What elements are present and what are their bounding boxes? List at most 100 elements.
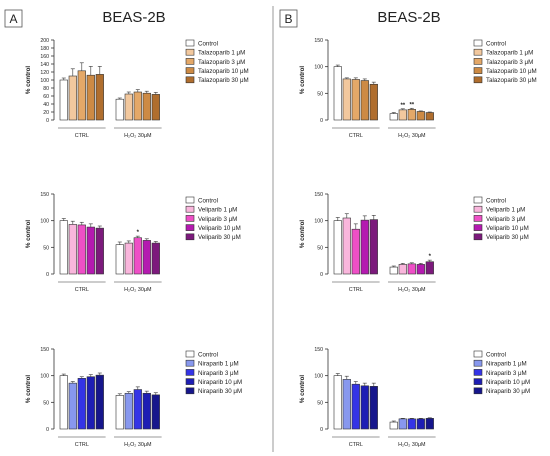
legend-swatch — [185, 48, 195, 56]
bar — [342, 379, 351, 430]
legend-label: Niraparib 10 μM — [486, 379, 530, 386]
chart-2: 0 50 100 150 % control CTRL H₂O₂ 30μM ** ** Contr… — [299, 38, 537, 139]
legend-swatch — [185, 224, 195, 231]
legend-swatch — [473, 48, 483, 56]
legend-swatch — [185, 58, 195, 65]
bar — [407, 263, 416, 275]
bar — [407, 418, 416, 430]
bar — [86, 226, 95, 275]
bar — [124, 242, 133, 275]
y-tick-label: 100 — [40, 374, 49, 380]
bar — [124, 93, 133, 121]
bar — [360, 80, 369, 121]
y-tick-label: 180 — [40, 46, 49, 52]
legend-swatch — [473, 76, 483, 84]
bar — [389, 266, 398, 275]
chart-6: 0 50 100 150 % control CTRL H₂O₂ 30μM Control Ni… — [299, 347, 530, 448]
bar — [333, 220, 342, 275]
y-tick-label: 0 — [46, 118, 49, 124]
legend-swatch — [185, 387, 195, 395]
legend-swatch — [473, 378, 483, 385]
bar — [342, 78, 351, 121]
bar — [124, 392, 133, 430]
legend-label: Talazoparib 3 μM — [486, 59, 533, 66]
significance-mark: * — [429, 254, 432, 260]
legend-swatch — [185, 205, 195, 213]
legend-label: Talazoparib 1 μM — [486, 50, 533, 57]
legend-swatch — [473, 359, 483, 367]
y-tick-label: 20 — [43, 110, 49, 116]
chart-1: 0 20 40 60 80 100 120 140 160 180 200 % control CTRL… — [25, 38, 249, 139]
y-tick-label: 150 — [40, 347, 49, 353]
bar — [360, 219, 369, 275]
bar — [151, 394, 160, 430]
bar — [333, 66, 342, 121]
legend-swatch — [473, 224, 483, 231]
panel-b-letter-box — [279, 9, 298, 28]
legend-label: Talazoparib 30 μM — [198, 77, 249, 84]
panel-a-letter: A — [9, 12, 17, 26]
legend-label: Control — [486, 40, 506, 47]
bar — [389, 113, 398, 121]
bar — [142, 392, 151, 430]
legend-label: Veliparib 10 μM — [198, 225, 241, 232]
y-tick-label: 50 — [43, 400, 49, 406]
bar — [151, 242, 160, 275]
bar — [68, 224, 77, 275]
significance-mark: * — [137, 230, 140, 236]
legend-label: Talazoparib 3 μM — [198, 59, 245, 66]
legend-swatch — [473, 350, 483, 358]
y-tick-label: 160 — [40, 54, 49, 60]
legend-label: Niraparib 30 μM — [198, 388, 242, 395]
panel-b-title: BEAS-2B — [377, 9, 440, 26]
chart-3: 0 50 100 150 % control CTRL H₂O₂ 30μM * Control V… — [25, 192, 241, 293]
legend-label: Control — [486, 197, 506, 204]
bar — [95, 374, 104, 430]
y-tick-label: 150 — [314, 38, 323, 44]
x-group-label: H₂O₂ 30μM — [398, 287, 426, 293]
bar — [142, 240, 151, 275]
bar — [398, 418, 407, 430]
x-group-label: CTRL — [349, 442, 363, 448]
legend-label: Control — [198, 40, 218, 47]
bar — [77, 224, 86, 275]
bar — [59, 220, 68, 275]
bar — [86, 74, 95, 121]
y-tick-label: 40 — [43, 102, 49, 108]
bar — [333, 375, 342, 430]
legend-swatch — [473, 387, 483, 395]
y-tick-label: 60 — [43, 94, 49, 100]
bar — [133, 389, 142, 430]
legend-label: Veliparib 3 μM — [198, 216, 237, 223]
legend-swatch — [473, 205, 483, 213]
legend-swatch — [185, 76, 195, 84]
bar — [59, 79, 68, 121]
bar — [95, 74, 104, 121]
legend-label: Veliparib 30 μM — [198, 234, 241, 241]
y-axis-label: % control — [299, 66, 306, 94]
bar — [77, 378, 86, 430]
legend-swatch — [473, 39, 483, 47]
y-tick-label: 150 — [314, 347, 323, 353]
bar — [425, 418, 434, 430]
legend-label: Veliparib 10 μM — [486, 225, 529, 232]
bar — [369, 83, 378, 121]
bar — [369, 219, 378, 275]
legend-swatch — [185, 67, 195, 74]
legend-label: Control — [486, 351, 506, 358]
legend-swatch — [185, 378, 195, 385]
bar — [398, 109, 407, 121]
legend-label: Veliparib 1 μM — [198, 207, 237, 214]
y-tick-label: 150 — [314, 192, 323, 198]
bar — [369, 386, 378, 430]
legend-swatch — [473, 58, 483, 65]
y-tick-label: 0 — [320, 427, 323, 433]
bar — [342, 217, 351, 275]
bar — [77, 70, 86, 121]
bar — [351, 383, 360, 430]
bar — [351, 228, 360, 275]
legend-swatch — [185, 233, 195, 241]
y-tick-label: 200 — [40, 38, 49, 44]
significance-mark: ** — [409, 102, 414, 108]
x-group-label: H₂O₂ 30μM — [398, 442, 426, 448]
